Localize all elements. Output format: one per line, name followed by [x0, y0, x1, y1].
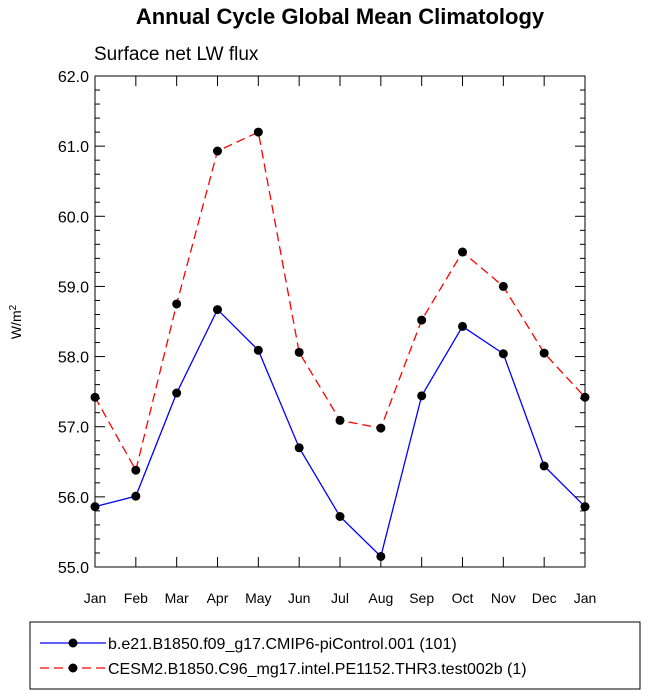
- x-tick-label: Dec: [532, 590, 557, 606]
- x-tick-label: Mar: [165, 590, 189, 606]
- data-point: [90, 392, 100, 402]
- chart-title: Annual Cycle Global Mean Climatology: [136, 4, 545, 29]
- data-point: [253, 127, 263, 137]
- data-point: [539, 348, 549, 358]
- y-tick-label: 59.0: [58, 279, 89, 296]
- data-point: [376, 423, 386, 433]
- x-tick-label: Oct: [452, 590, 474, 606]
- x-tick-label: Jun: [288, 590, 311, 606]
- data-point: [539, 461, 549, 471]
- data-point: [417, 391, 427, 401]
- x-tick-label: May: [245, 590, 271, 606]
- data-point: [335, 415, 345, 425]
- y-tick-label: 56.0: [58, 490, 89, 507]
- legend-label-2: CESM2.B1850.C96_mg17.intel.PE1152.THR3.t…: [108, 661, 527, 678]
- legend-swatch-marker-2: [68, 663, 78, 673]
- data-point: [335, 511, 345, 521]
- x-tick-label: Aug: [368, 590, 393, 606]
- data-point: [253, 345, 263, 355]
- y-tick-label: 55.0: [58, 560, 89, 577]
- y-tick-label: 60.0: [58, 209, 89, 226]
- x-tick-label: Jul: [331, 590, 349, 606]
- data-point: [580, 392, 590, 402]
- x-tick-label: Sep: [409, 590, 434, 606]
- x-tick-label: Apr: [207, 590, 229, 606]
- data-point: [213, 305, 222, 315]
- y-tick-label: 57.0: [58, 420, 89, 437]
- x-tick-label: Feb: [124, 590, 148, 606]
- y-axis-label: W/m2: [8, 304, 24, 339]
- data-point: [172, 299, 182, 309]
- data-point: [498, 349, 508, 359]
- data-point: [498, 281, 508, 291]
- data-point: [213, 146, 222, 156]
- data-point: [294, 443, 304, 453]
- legend-label-1: b.e21.B1850.f09_g17.CMIP6-piControl.001 …: [108, 636, 457, 653]
- data-point: [458, 321, 467, 331]
- data-point: [417, 315, 427, 325]
- chart-subtitle: Surface net LW flux: [94, 44, 259, 65]
- data-point: [580, 502, 590, 512]
- y-tick-label: 62.0: [58, 69, 89, 86]
- y-axis-label-unit: W/m: [8, 310, 24, 339]
- data-point: [90, 502, 100, 512]
- y-axis-label-superscript: 2: [8, 304, 19, 310]
- data-point: [172, 388, 182, 398]
- data-point: [131, 491, 141, 501]
- data-point: [376, 551, 386, 561]
- data-point: [294, 347, 304, 357]
- x-tick-label: Jan: [574, 590, 597, 606]
- x-tick-label: Nov: [491, 590, 516, 606]
- legend-box: [29, 621, 641, 690]
- plot-frame: [94, 75, 586, 568]
- data-point: [458, 247, 467, 257]
- legend-swatch-marker-1: [68, 638, 78, 648]
- y-tick-label: 61.0: [58, 139, 89, 156]
- y-tick-label: 58.0: [58, 350, 89, 367]
- data-point: [131, 465, 141, 475]
- x-tick-label: Jan: [84, 590, 107, 606]
